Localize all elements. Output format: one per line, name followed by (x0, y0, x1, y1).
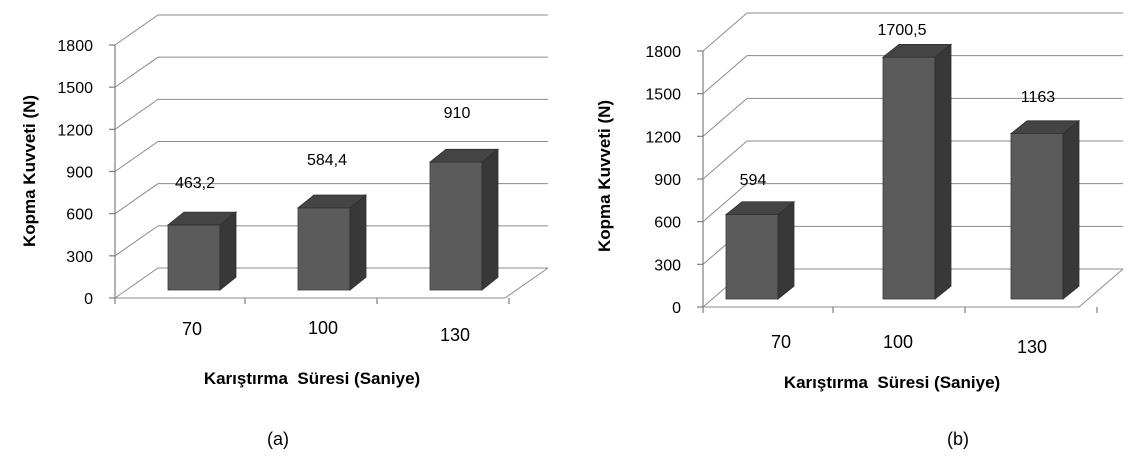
bar (428, 148, 500, 291)
grid-lines (114, 14, 549, 299)
gridline (702, 12, 1123, 52)
gridline (114, 56, 548, 88)
data-label: 463,2 (175, 175, 215, 192)
y-tick-labels: 0 300 600 900 1200 1500 1800 (57, 38, 93, 308)
x-tick-labels: 70 100 130 (182, 318, 470, 345)
y-tick-label: 0 (84, 291, 93, 308)
bar-side (219, 211, 237, 291)
y-tick-label: 300 (66, 249, 93, 266)
x-tick-label: 130 (440, 325, 470, 345)
y-axis-title: Kopma Kuvveti (N) (20, 95, 39, 247)
bar-top (881, 43, 953, 58)
y-tick-label: 1800 (57, 38, 93, 55)
bar-front (1010, 133, 1064, 300)
bar (296, 194, 368, 291)
y-tick-label: 0 (672, 300, 681, 317)
gridline (702, 183, 1123, 223)
chart-b: 0 300 600 900 1200 1500 1800 594 1700,5 1163 70 1… (595, 12, 1124, 449)
bar-front (725, 214, 779, 300)
data-label: 910 (444, 105, 471, 122)
x-tick-label: 100 (308, 318, 338, 338)
y-tick-label: 1500 (57, 80, 93, 97)
y-tick-label: 1800 (645, 44, 681, 61)
y-tick-label: 600 (654, 215, 681, 232)
y-axis (109, 44, 510, 304)
bar-top (724, 201, 796, 215)
x-tick-label: 70 (182, 319, 202, 339)
y-tick-label: 1200 (645, 129, 681, 146)
y-axis (697, 50, 1098, 313)
bars (166, 148, 500, 291)
bar (166, 211, 238, 291)
gridline (702, 140, 1123, 180)
gridline (114, 98, 548, 130)
gridline (114, 225, 548, 257)
x-tick-label: 100 (883, 332, 913, 352)
bar-front (167, 224, 221, 291)
chart-caption: (a) (267, 429, 289, 449)
bars (724, 43, 1081, 300)
gridline (114, 267, 548, 299)
gridline (702, 97, 1123, 137)
bar-side (349, 194, 367, 291)
bar-front (297, 207, 351, 291)
gridline (114, 141, 548, 172)
bar (1009, 119, 1081, 300)
y-tick-label: 1500 (645, 87, 681, 104)
bar-front (429, 161, 483, 291)
data-label: 584,4 (307, 152, 347, 169)
data-label: 1700,5 (878, 22, 927, 39)
floor-edge (703, 268, 1124, 308)
x-axis-title: Karıştırma Süresi (Saniye) (784, 373, 1000, 392)
gridline (702, 55, 1123, 95)
y-tick-label: 900 (654, 172, 681, 189)
chart-caption: (b) (947, 429, 969, 449)
bar-side (777, 200, 795, 300)
bar-side (1062, 119, 1080, 300)
y-axis-title: Kopma Kuvveti (N) (595, 100, 614, 252)
chart-a: 0 300 600 900 1200 1500 1800 463,2 584,4 910 70 1… (20, 14, 549, 449)
data-labels: 594 1700,5 1163 (740, 22, 1056, 189)
bar-front (882, 56, 936, 300)
bar-top (428, 148, 500, 163)
bar-side (934, 43, 952, 300)
y-tick-label: 1200 (57, 122, 93, 139)
x-tick-label: 70 (771, 332, 791, 352)
bar-top (296, 194, 368, 209)
data-label: 594 (740, 172, 767, 189)
data-label: 1163 (1021, 89, 1056, 106)
gridline (114, 183, 548, 215)
x-axis-title: Karıştırma Süresi (Saniye) (204, 369, 420, 388)
bar-side (481, 148, 499, 291)
bar (881, 43, 953, 300)
bar-top (166, 211, 238, 226)
y-tick-labels: 0 300 600 900 1200 1500 1800 (645, 44, 681, 317)
data-labels: 463,2 584,4 910 (175, 105, 470, 192)
x-tick-labels: 70 100 130 (771, 332, 1047, 357)
x-tick-label: 130 (1017, 337, 1047, 357)
bar (724, 200, 796, 300)
bar-top (1009, 120, 1081, 134)
y-tick-label: 600 (66, 207, 93, 224)
y-tick-label: 300 (654, 257, 681, 274)
gridline (114, 14, 548, 46)
y-tick-label: 900 (66, 165, 93, 182)
